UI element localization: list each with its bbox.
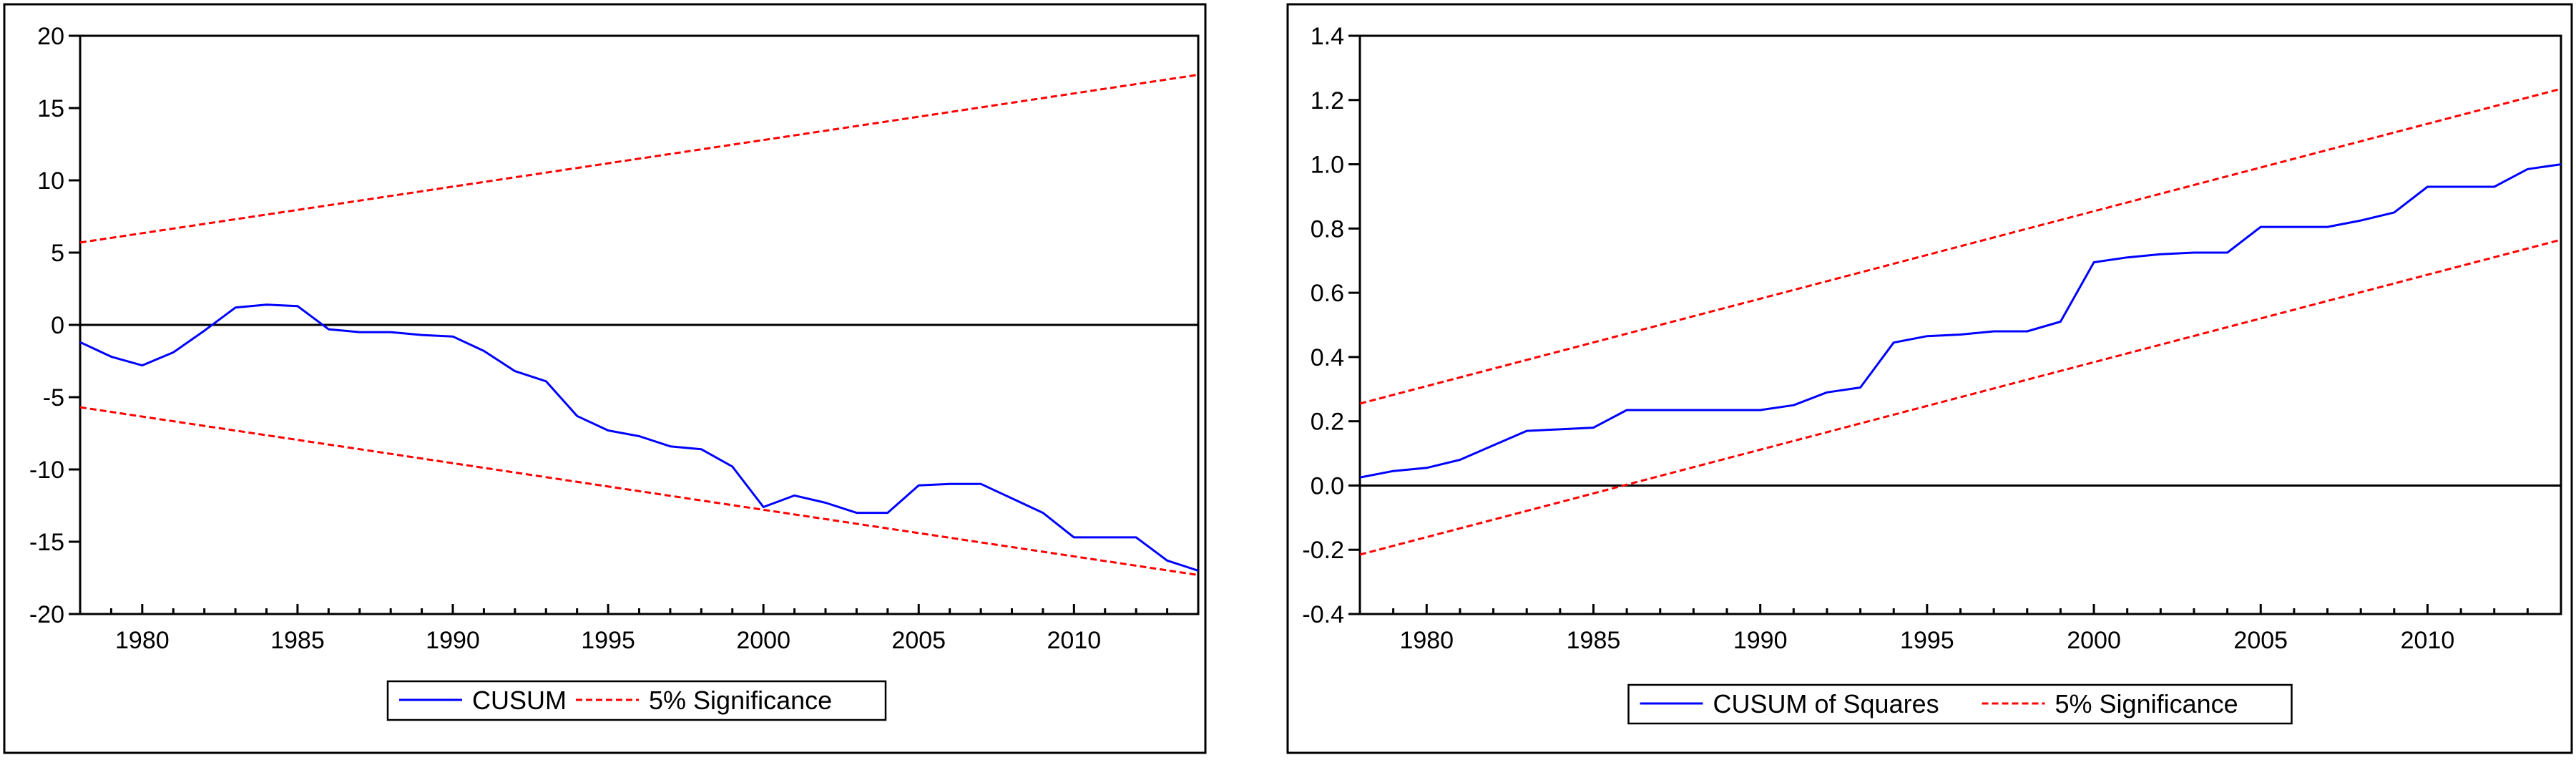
y-tick-label: 5: [51, 240, 64, 267]
x-tick-label: 2010: [2401, 627, 2455, 654]
y-tick-label: -5: [43, 384, 64, 411]
x-tick-label: 1995: [581, 627, 635, 654]
y-tick-label: -0.2: [1302, 537, 1344, 564]
x-tick-label: 1980: [1399, 627, 1454, 654]
y-tick-label: 0.2: [1311, 409, 1344, 436]
chart-frame: [3, 3, 1207, 754]
lower-significance-line: [1359, 238, 2562, 556]
x-tick-label: 1980: [115, 627, 170, 654]
y-tick-label: 0.4: [1311, 344, 1344, 371]
y-tick-label: 0.6: [1311, 280, 1344, 307]
y-tick-label: -10: [29, 457, 64, 484]
x-tick-label: 2000: [2067, 627, 2121, 654]
x-tick-label: 1990: [1733, 627, 1788, 654]
x-tick-label: 2005: [2233, 627, 2288, 654]
upper-significance-line: [1359, 87, 2562, 405]
series-line-cusum-of-squares: [1359, 163, 2562, 479]
y-tick-label: -15: [29, 529, 64, 556]
y-tick-label: -20: [29, 601, 64, 628]
x-tick-label: 2000: [736, 627, 790, 654]
x-tick-label: 1985: [1567, 627, 1621, 654]
x-tick-label: 1995: [1900, 627, 1954, 654]
x-tick-label: 2010: [1047, 627, 1102, 654]
y-tick-label: 1.0: [1311, 152, 1344, 179]
series-line-cusum: [79, 303, 1199, 572]
y-tick-label: -0.4: [1302, 601, 1344, 628]
chart-legend: CUSUM 5% Significance: [386, 680, 887, 721]
y-tick-label: 0.8: [1311, 215, 1344, 243]
legend-box: [1627, 683, 2293, 725]
chart-panel-2: 1.4 1.2 1.0 0.8 0.6 0.4 0.2 0.0 -0.2 -0.4 1980 1985…: [1286, 3, 2573, 754]
y-tick-label: 1.2: [1311, 87, 1344, 115]
x-tick-label: 1985: [270, 627, 325, 654]
y-tick-label: 1.4: [1311, 23, 1344, 50]
y-tick-label: 10: [37, 167, 64, 195]
y-tick-label: 0: [51, 312, 64, 339]
chart-legend: CUSUM of Squares 5% Significance: [1627, 683, 2293, 725]
legend-label: 5% Significance: [649, 686, 832, 715]
y-tick-label: 20: [37, 23, 64, 50]
y-tick-label: 0.0: [1311, 472, 1344, 500]
upper-significance-line: [79, 74, 1199, 244]
y-tick-label: 15: [37, 95, 64, 122]
x-tick-label: 2005: [891, 627, 946, 654]
chart-frame: [1286, 3, 2573, 754]
legend-label: 5% Significance: [2055, 689, 2238, 718]
legend-label: CUSUM: [472, 686, 567, 715]
lower-significance-line: [79, 406, 1199, 576]
legend-label: CUSUM of Squares: [1713, 689, 1939, 718]
chart-panel-1: 20 15 10 5 0 -5 -10 -15 -20 1980 1985 1990 1995 2000 2…: [3, 3, 1207, 754]
x-tick-label: 1990: [426, 627, 480, 654]
